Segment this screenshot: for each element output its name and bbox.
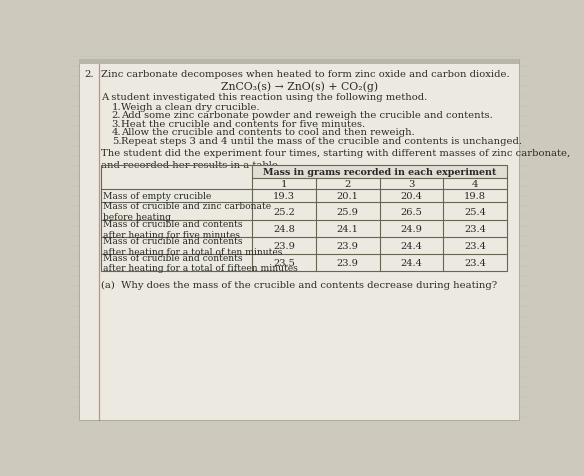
Text: 24.8: 24.8 <box>273 225 295 234</box>
Text: 1: 1 <box>281 180 287 189</box>
Text: 25.4: 25.4 <box>464 207 486 216</box>
Bar <box>252 166 507 178</box>
Text: Allow the crucible and contents to cool and then reweigh.: Allow the crucible and contents to cool … <box>121 128 415 137</box>
Text: 23.4: 23.4 <box>464 225 486 234</box>
Text: 2.: 2. <box>84 69 93 79</box>
Text: 5.: 5. <box>112 136 121 145</box>
Text: Weigh a clean dry crucible.: Weigh a clean dry crucible. <box>121 102 260 111</box>
Text: A student investigated this reaction using the following method.: A student investigated this reaction usi… <box>101 92 427 101</box>
Bar <box>101 166 507 271</box>
Text: 23.9: 23.9 <box>337 242 359 251</box>
Text: 24.9: 24.9 <box>401 225 422 234</box>
Text: 24.4: 24.4 <box>401 258 422 268</box>
Text: 26.5: 26.5 <box>401 207 422 216</box>
Text: (a)  Why does the mass of the crucible and contents decrease during heating?: (a) Why does the mass of the crucible an… <box>101 281 497 290</box>
Text: 2: 2 <box>345 180 351 189</box>
Text: 24.1: 24.1 <box>336 225 359 234</box>
Text: 23.9: 23.9 <box>273 242 295 251</box>
Text: 4.: 4. <box>112 128 121 137</box>
Text: 23.4: 23.4 <box>464 242 486 251</box>
Text: Mass in grams recorded in each experiment: Mass in grams recorded in each experimen… <box>263 168 496 177</box>
Text: 20.1: 20.1 <box>336 192 359 201</box>
Text: 20.4: 20.4 <box>401 192 422 201</box>
Text: 25.2: 25.2 <box>273 207 295 216</box>
Text: 23.5: 23.5 <box>273 258 295 268</box>
Bar <box>79 60 519 65</box>
Text: Mass of crucible and zinc carbonate
before heating: Mass of crucible and zinc carbonate befo… <box>103 202 272 221</box>
Text: Heat the crucible and contents for five minutes.: Heat the crucible and contents for five … <box>121 119 365 129</box>
Text: 23.9: 23.9 <box>337 258 359 268</box>
Text: Add some zinc carbonate powder and reweigh the crucible and contents.: Add some zinc carbonate powder and rewei… <box>121 111 493 120</box>
Text: Repeat steps 3 and 4 until the mass of the crucible and contents is unchanged.: Repeat steps 3 and 4 until the mass of t… <box>121 136 522 145</box>
Text: ZnCO₃(s) → ZnO(s) + CO₂(g): ZnCO₃(s) → ZnO(s) + CO₂(g) <box>221 81 378 91</box>
Text: 24.4: 24.4 <box>401 242 422 251</box>
Text: Mass of crucible and contents
after heating for five minutes: Mass of crucible and contents after heat… <box>103 219 243 239</box>
Text: 3.: 3. <box>112 119 121 129</box>
Text: Mass of crucible and contents
after heating for a total of fifteen minutes: Mass of crucible and contents after heat… <box>103 253 298 273</box>
Text: 25.9: 25.9 <box>337 207 359 216</box>
Text: Zinc carbonate decomposes when heated to form zinc oxide and carbon dioxide.: Zinc carbonate decomposes when heated to… <box>101 69 509 79</box>
Text: 1.: 1. <box>112 102 121 111</box>
Text: 2.: 2. <box>112 111 121 120</box>
Text: 19.3: 19.3 <box>273 192 295 201</box>
Text: 23.4: 23.4 <box>464 258 486 268</box>
Text: 4: 4 <box>472 180 478 189</box>
Text: The student did the experiment four times, starting with different masses of zin: The student did the experiment four time… <box>101 149 570 169</box>
Text: Mass of empty crucible: Mass of empty crucible <box>103 192 211 201</box>
Text: Mass of crucible and contents
after heating for a total of ten minutes: Mass of crucible and contents after heat… <box>103 236 283 256</box>
Text: 19.8: 19.8 <box>464 192 486 201</box>
Text: 3: 3 <box>408 180 415 189</box>
